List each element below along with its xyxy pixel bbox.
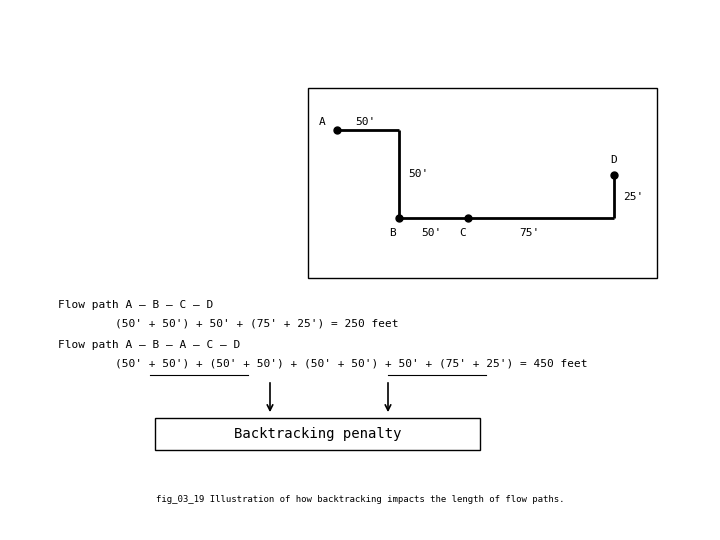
- Text: (50' + 50') + (50' + 50') + (50' + 50') + 50' + (75' + 25') = 450 feet: (50' + 50') + (50' + 50') + (50' + 50') …: [115, 358, 588, 368]
- Text: fig_03_19 Illustration of how backtracking impacts the length of flow paths.: fig_03_19 Illustration of how backtracki…: [156, 496, 564, 504]
- Text: Flow path A – B – C – D: Flow path A – B – C – D: [58, 300, 213, 310]
- Text: Backtracking penalty: Backtracking penalty: [234, 427, 402, 441]
- Text: A: A: [319, 117, 325, 127]
- Text: Flow path A – B – A – C – D: Flow path A – B – A – C – D: [58, 340, 240, 350]
- Text: 50': 50': [408, 169, 428, 179]
- Text: B: B: [389, 228, 395, 238]
- Bar: [308, 88, 657, 278]
- Text: 25': 25': [623, 192, 643, 202]
- Text: 75': 75': [519, 228, 539, 238]
- Bar: [155, 418, 480, 450]
- Text: (50' + 50') + 50' + (75' + 25') = 250 feet: (50' + 50') + 50' + (75' + 25') = 250 fe…: [115, 318, 398, 328]
- Text: 50': 50': [421, 228, 441, 238]
- Text: C: C: [459, 228, 467, 238]
- Text: 50': 50': [355, 117, 375, 127]
- Text: D: D: [611, 155, 617, 165]
